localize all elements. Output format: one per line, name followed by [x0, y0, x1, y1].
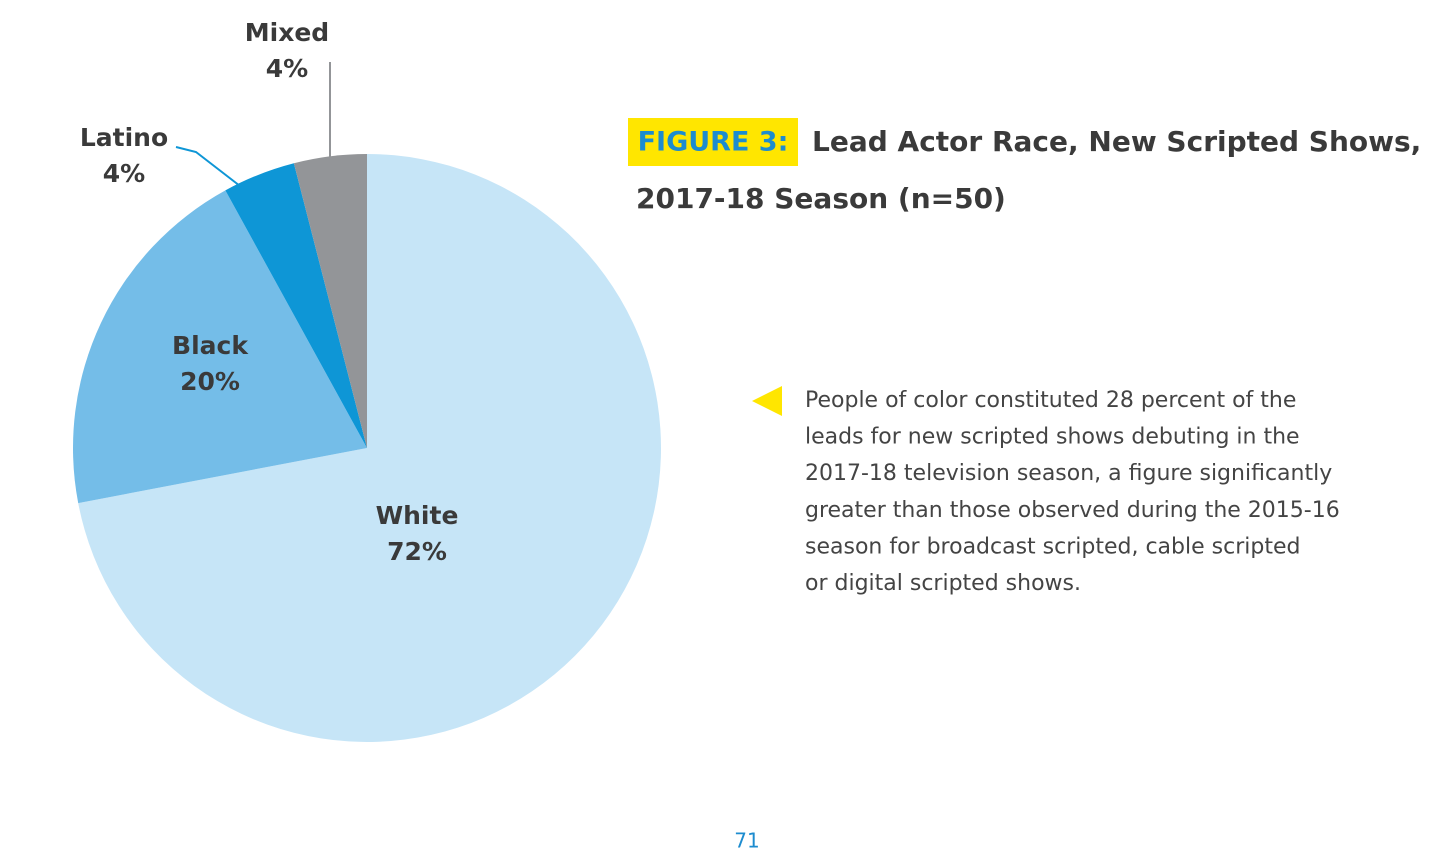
- slice-value-label: 72%: [387, 537, 447, 566]
- annotation-text: greater than those observed during the 2…: [805, 498, 1340, 523]
- figure-label: FIGURE 3:: [638, 127, 789, 158]
- slice-label: White: [376, 501, 459, 530]
- slice-label: Mixed: [245, 18, 329, 47]
- figure-label-highlight: [628, 118, 798, 166]
- chart-title: Lead Actor Race, New Scripted Shows,: [812, 125, 1421, 158]
- pie-slice: [78, 154, 662, 742]
- pie-slice: [73, 190, 367, 504]
- pointer-triangle: [752, 386, 782, 416]
- slice-label: Black: [172, 331, 249, 360]
- chart-title: 2017-18 Season (n=50): [636, 182, 1006, 215]
- leader-line: [175, 146, 241, 187]
- annotation-text: 2017-18 television season, a figure sign…: [805, 461, 1332, 486]
- annotation-text: leads for new scripted shows debuting in…: [805, 425, 1300, 450]
- slice-value-label: 4%: [103, 159, 145, 188]
- slice-label: Latino: [80, 123, 168, 152]
- pie-slice: [225, 163, 367, 448]
- slice-value-label: 20%: [180, 367, 240, 396]
- slice-value-label: 4%: [266, 54, 308, 83]
- page-number: 71: [734, 829, 759, 848]
- annotation-text: People of color constituted 28 percent o…: [805, 388, 1296, 413]
- annotation-text: or digital scripted shows.: [805, 571, 1081, 596]
- annotation-text: season for broadcast scripted, cable scr…: [805, 534, 1300, 559]
- pie-slice: [293, 154, 367, 448]
